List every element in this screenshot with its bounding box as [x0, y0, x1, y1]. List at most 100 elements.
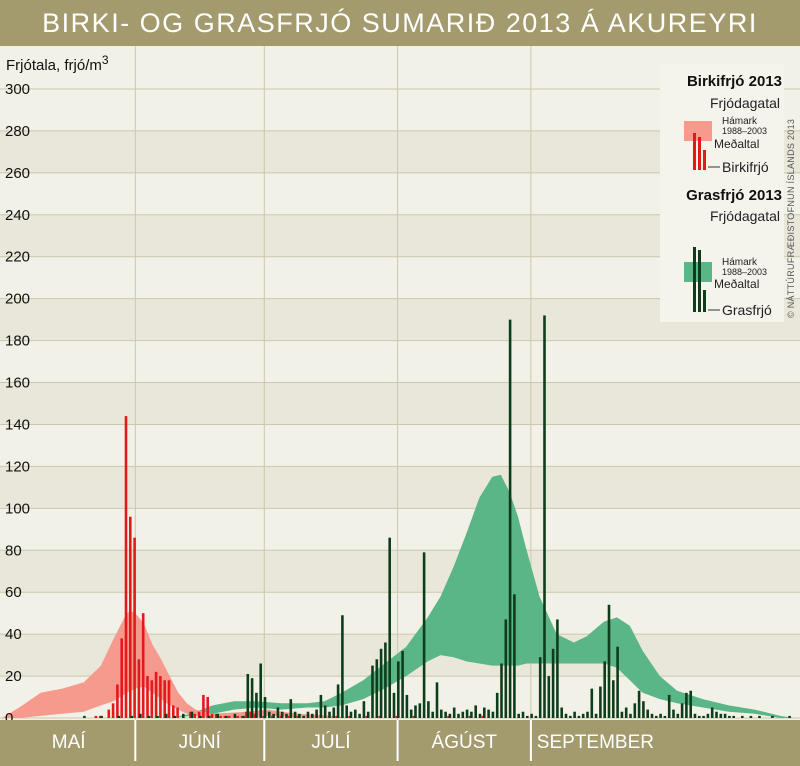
birch-bar: [296, 715, 300, 718]
copyright-note: © NÁTTÚRUFRÆÐISTOFNUN ÍSLANDS 2013: [786, 119, 796, 318]
birch-bar: [124, 416, 128, 718]
legend-birch-bar-swatch-2: [698, 137, 701, 170]
birch-bar: [279, 715, 283, 718]
grass-bar: [182, 713, 185, 718]
grass-bar: [323, 705, 327, 718]
grass-bar: [358, 713, 361, 718]
legend-birch-max: Hámark: [722, 116, 758, 127]
birch-bar: [395, 715, 399, 718]
y-tick-label: 200: [5, 291, 30, 308]
grass-bar: [384, 642, 387, 718]
grass-bar: [710, 707, 714, 718]
grass-bar: [216, 713, 219, 718]
legend-grass-bar-swatch-3: [703, 290, 706, 312]
grass-bar: [250, 678, 254, 718]
grass-bar: [517, 713, 520, 718]
birch-bar: [249, 711, 252, 718]
grass-bar: [715, 711, 718, 718]
grass-bar: [354, 709, 357, 718]
grass-bar: [706, 713, 710, 718]
grass-bar: [173, 715, 176, 718]
grass-bar: [646, 709, 649, 718]
grass-bar: [689, 690, 692, 718]
grass-bar: [590, 688, 594, 718]
y-tick-label: 220: [5, 249, 30, 266]
y-tick-label: 240: [5, 207, 30, 224]
grass-bar: [259, 663, 262, 718]
grass-bar: [225, 715, 228, 718]
legend-grass-bar-swatch-1: [693, 247, 696, 312]
birch-bar: [288, 715, 291, 718]
grass-bar: [164, 713, 168, 718]
grass-bar: [139, 713, 142, 718]
y-tick-label: 180: [5, 333, 30, 350]
birch-bar: [348, 715, 351, 718]
grass-bar: [306, 711, 310, 718]
grass-bar: [685, 692, 688, 718]
birch-bar: [240, 715, 244, 718]
grass-bar: [676, 713, 680, 718]
grass-bar: [435, 682, 439, 718]
grass-bar: [603, 661, 606, 718]
y-tick-label: 120: [5, 458, 30, 475]
grass-bar: [156, 715, 159, 718]
grass-bar: [375, 659, 379, 718]
grass-bar: [233, 713, 237, 718]
y-tick-label: 100: [5, 500, 30, 517]
historical-bands: [2, 474, 794, 718]
grass-bar: [788, 715, 791, 718]
grass-bar: [667, 694, 671, 718]
grass-bar: [465, 709, 469, 718]
birch-bar: [141, 613, 145, 718]
grass-bar: [500, 663, 503, 718]
month-label: JÚLÍ: [311, 731, 351, 753]
grass-bar: [599, 686, 602, 718]
legend-birch-mean: Meðaltal: [714, 137, 759, 151]
grass-bar: [508, 319, 512, 718]
birch-bar: [270, 715, 274, 718]
birch-bar: [447, 715, 450, 718]
grass-bar: [319, 694, 323, 718]
grass-bar: [405, 694, 409, 718]
legend-grass-subtitle: Frjódagatal: [710, 208, 780, 224]
grass-bar: [345, 705, 348, 718]
birch-bar: [193, 713, 197, 718]
birch-bar: [412, 715, 416, 718]
birch-bar: [219, 715, 222, 718]
grass-bar: [427, 701, 430, 718]
grass-bar: [362, 701, 366, 718]
grass-bar: [401, 650, 404, 718]
month-axis-bar: [0, 720, 800, 761]
legend-birch-period: 1988–2003: [722, 126, 767, 136]
y-tick-label: 140: [5, 416, 30, 433]
grass-bar: [594, 713, 598, 718]
grass-bar: [388, 537, 391, 718]
grass-bar: [633, 703, 637, 718]
grass-bar: [302, 715, 305, 718]
grass-bar: [702, 715, 705, 718]
y-axis-ticks: 0 20 40 60 80 100 120 140 160 180 200 220 240 260 280 3…: [5, 81, 30, 727]
grass-bar: [732, 715, 735, 718]
grass-bar: [379, 648, 383, 718]
grass-bar: [478, 713, 482, 718]
birch-bar: [120, 638, 123, 718]
grass-bar: [577, 715, 581, 718]
grass-bar: [551, 648, 555, 718]
grass-bar: [289, 699, 293, 718]
birch-bar: [253, 713, 257, 718]
grass-bar: [538, 657, 542, 718]
grass-bar: [650, 713, 654, 718]
grid-stripe: [0, 382, 800, 425]
grass-bar: [659, 713, 662, 718]
birch-bar: [206, 697, 209, 718]
month-label: JÚNÍ: [179, 731, 222, 753]
grass-bar: [83, 715, 86, 718]
y-tick-label: 20: [5, 668, 22, 685]
grass-bar: [341, 615, 344, 718]
grass-bar: [487, 709, 490, 718]
legend-birch-series-label: Birkifrjó: [722, 159, 769, 175]
grass-bar: [452, 707, 456, 718]
birch-bar: [262, 715, 265, 718]
grass-bar: [366, 711, 370, 718]
